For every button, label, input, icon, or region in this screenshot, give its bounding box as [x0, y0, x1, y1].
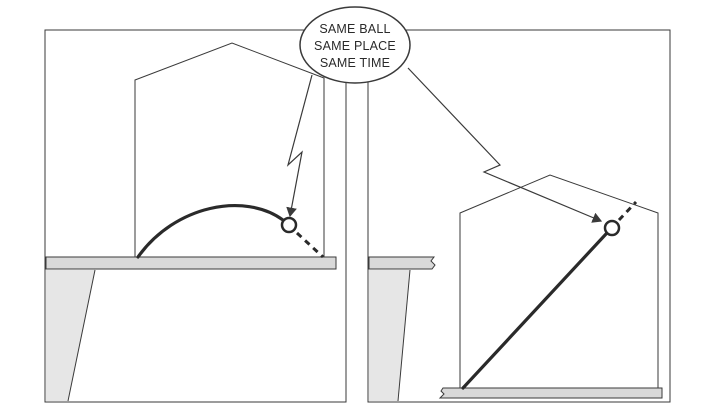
- right-panel-frame: [367, 29, 671, 403]
- right-ball-projected-path: [617, 200, 638, 222]
- callout: SAME BALL SAME PLACE SAME TIME: [286, 6, 603, 223]
- right-house-outline: [459, 174, 659, 388]
- left-ball-projected-path: [295, 231, 325, 259]
- left-panel-frame: [44, 29, 347, 403]
- left-ball: [280, 216, 298, 234]
- left-ball-trajectory: [136, 203, 285, 259]
- right-ball: [603, 219, 621, 237]
- left-cliff-edge: [67, 269, 96, 402]
- callout-line-3: SAME TIME: [320, 56, 390, 70]
- right-ball-trajectory: [461, 232, 608, 390]
- callout-line-2: SAME PLACE: [314, 39, 396, 53]
- right-ledge: [368, 256, 436, 270]
- left-ledge: [45, 256, 337, 270]
- callout-arrow-left: [286, 74, 313, 218]
- callout-bubble: [299, 6, 411, 84]
- right-cliff-shadow: [369, 270, 410, 401]
- right-panel: [367, 29, 671, 403]
- right-cliff-edge: [397, 269, 411, 402]
- left-panel: [44, 29, 347, 403]
- left-cliff-shadow: [46, 270, 95, 401]
- left-house-outline: [134, 42, 325, 257]
- right-floor: [438, 387, 663, 399]
- callout-arrow-right: [407, 67, 603, 223]
- callout-line-1: SAME BALL: [319, 22, 390, 36]
